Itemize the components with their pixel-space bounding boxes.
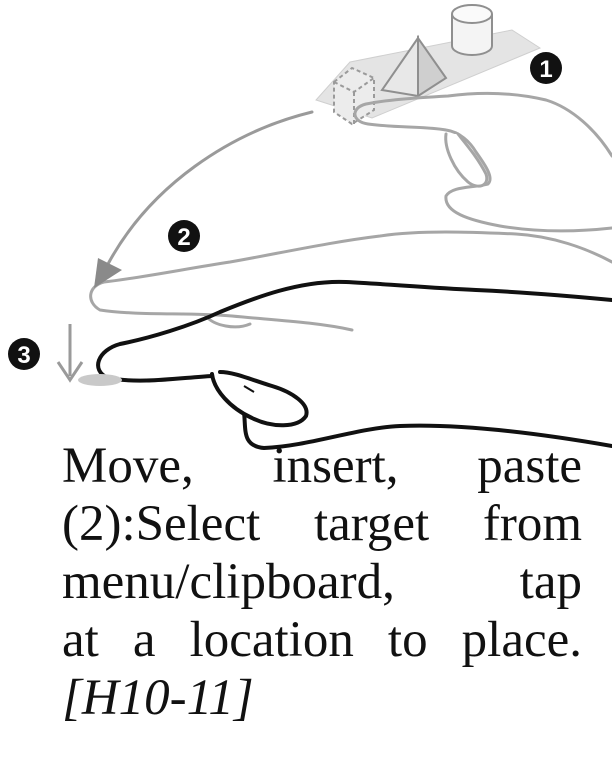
lower-thumb-outline [210, 370, 309, 428]
place-arrow-head [56, 361, 84, 383]
caption-line-2: (2):Select target from [62, 496, 582, 552]
svg-text:2: 2 [177, 224, 190, 251]
caption-line-4: at a location to place. [62, 612, 582, 668]
caption-line-1: Move, insert, paste [62, 438, 582, 494]
svg-text:3: 3 [17, 342, 30, 369]
pyramid-icon [380, 34, 448, 98]
move-arrow-head [94, 258, 122, 288]
cube-icon [333, 66, 375, 126]
caption: Move, insert, paste (2):Select target fr… [62, 437, 582, 727]
upper-thumb-outline [444, 132, 489, 188]
lower-thumb-nail [243, 385, 255, 393]
cylinder-icon [451, 4, 493, 56]
middle-hand-outline [89, 230, 612, 332]
move-arrow [106, 110, 314, 266]
caption-reference: [H10-11] [62, 670, 254, 726]
svg-text:1: 1 [539, 56, 552, 83]
step-marker-2: 2 [168, 220, 200, 252]
step-marker-1: 1 [530, 52, 562, 84]
caption-line-3: menu/clipboard, tap [62, 554, 582, 610]
step-marker-3: 3 [8, 338, 40, 370]
lower-hand-outline [96, 279, 612, 450]
touch-shadow [78, 374, 122, 386]
upper-hand-outline [353, 91, 612, 233]
